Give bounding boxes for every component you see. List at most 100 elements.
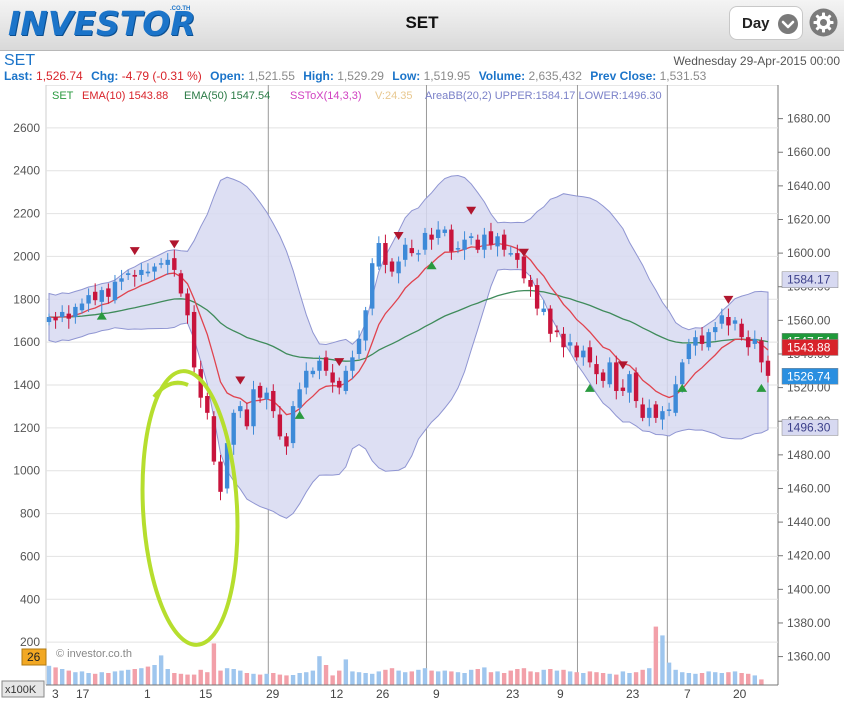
candle-body — [541, 308, 546, 312]
volume-bar — [541, 669, 546, 685]
volume-bar — [92, 673, 98, 685]
volume-bar — [627, 673, 632, 685]
volume-value: 2,635,432 — [528, 69, 582, 83]
volume-bar — [442, 670, 447, 685]
gear-icon[interactable] — [809, 8, 838, 37]
price-tag-label: 1543.88 — [787, 340, 831, 354]
y-right-tick: 1380.00 — [787, 616, 831, 630]
chart-legend: SET EMA(10) 1543.88 EMA(50) 1547.54 SSToX(1… — [52, 90, 662, 102]
candle-body — [739, 323, 744, 338]
y-right-tick: 1480.00 — [787, 448, 831, 462]
volume-bar — [759, 679, 764, 685]
candle-body — [501, 234, 507, 250]
y-left-tick: 1200 — [13, 421, 40, 435]
candle-body — [726, 316, 731, 326]
symbol-label: SET — [4, 52, 36, 69]
volume-bar — [660, 635, 665, 685]
candle-body — [277, 414, 283, 437]
volume-bar — [370, 673, 375, 685]
volume-bar — [145, 666, 151, 685]
investor-logo[interactable]: INVESTOR — [8, 4, 196, 43]
volume-bar — [455, 672, 461, 685]
volume-bar — [534, 672, 540, 685]
candle-body — [653, 404, 659, 418]
period-select-button[interactable]: Day — [729, 6, 803, 40]
candle-body — [534, 285, 540, 309]
candle-body — [251, 389, 256, 427]
price-chart[interactable]: 200 400 600 800 1000 1200 1400 1600 1800 2000 2200… — [0, 85, 844, 703]
volume-bar — [594, 672, 599, 685]
candle-body — [264, 392, 269, 400]
volume-bar — [475, 669, 480, 685]
y-right-tick: 1400.00 — [787, 582, 831, 596]
high-value: 1,529.29 — [337, 69, 384, 83]
candle-body — [435, 229, 441, 238]
candle-body — [389, 261, 395, 272]
volume-bar — [693, 673, 698, 685]
candle-body — [587, 347, 593, 363]
x-day-label: 9 — [557, 687, 564, 701]
volume-bar — [449, 671, 454, 685]
volume-bar — [271, 673, 276, 685]
y-left-tick: 200 — [20, 635, 40, 649]
y-right-tick: 1440.00 — [787, 515, 831, 529]
buy-signal-marker — [677, 383, 688, 392]
candle-body — [488, 231, 494, 245]
candle-body — [647, 407, 652, 418]
prev-close-label: Prev Close: — [590, 69, 657, 83]
legend-v: V:24.35 — [375, 90, 413, 102]
candle-body — [455, 248, 461, 250]
candle-body — [112, 281, 118, 301]
volume-bar — [574, 672, 579, 685]
candle-body — [620, 387, 626, 391]
price-tag-label: 1584.17 — [787, 273, 831, 287]
candle-body — [86, 295, 91, 304]
volume-bar — [508, 670, 513, 685]
y-left-tick: 2000 — [13, 249, 40, 263]
candle-body — [132, 274, 137, 277]
candle-body — [165, 259, 170, 265]
candle-body — [416, 253, 421, 255]
candle-body — [46, 316, 52, 323]
volume-bar — [548, 669, 553, 685]
annotation-ellipse — [140, 369, 240, 647]
candle-body — [99, 290, 104, 302]
open-label: Open: — [210, 69, 245, 83]
y-right-tick: 1680.00 — [787, 112, 831, 126]
candle-body — [317, 360, 322, 371]
candle-body — [370, 263, 375, 309]
volume-bar — [600, 673, 606, 685]
buy-signal-marker — [756, 383, 767, 392]
volume-bar — [746, 673, 751, 685]
volume-bar — [139, 668, 144, 685]
candle-body — [409, 248, 414, 254]
volume-bar — [337, 670, 342, 685]
candle-body — [53, 316, 58, 321]
candle-body — [172, 258, 177, 270]
candle-body — [119, 278, 124, 282]
volume-bar — [46, 665, 52, 685]
candle-body — [185, 293, 190, 316]
candle-body — [640, 404, 645, 418]
candle-body — [231, 412, 236, 445]
volume-bar — [165, 669, 170, 685]
candle-body — [567, 342, 573, 346]
candle-body — [59, 311, 65, 317]
candle-body — [429, 234, 434, 240]
volume-bar — [633, 672, 639, 685]
volume-bar — [653, 626, 659, 685]
price-tag — [781, 368, 839, 385]
candle-body — [290, 406, 296, 444]
x-day-label: 23 — [626, 687, 640, 701]
volume-bar — [343, 659, 349, 685]
candle-body — [521, 256, 527, 279]
volume-bar — [304, 672, 309, 685]
volume-bar — [680, 672, 685, 685]
x-day-label: 1 — [144, 687, 151, 701]
candle-body — [752, 338, 758, 344]
candle-body — [396, 261, 401, 274]
logo-domain: .CO.TH — [170, 6, 191, 12]
x-day-label: 3 — [52, 687, 59, 701]
volume-bar — [185, 674, 190, 685]
right-axis-panel — [778, 85, 844, 685]
